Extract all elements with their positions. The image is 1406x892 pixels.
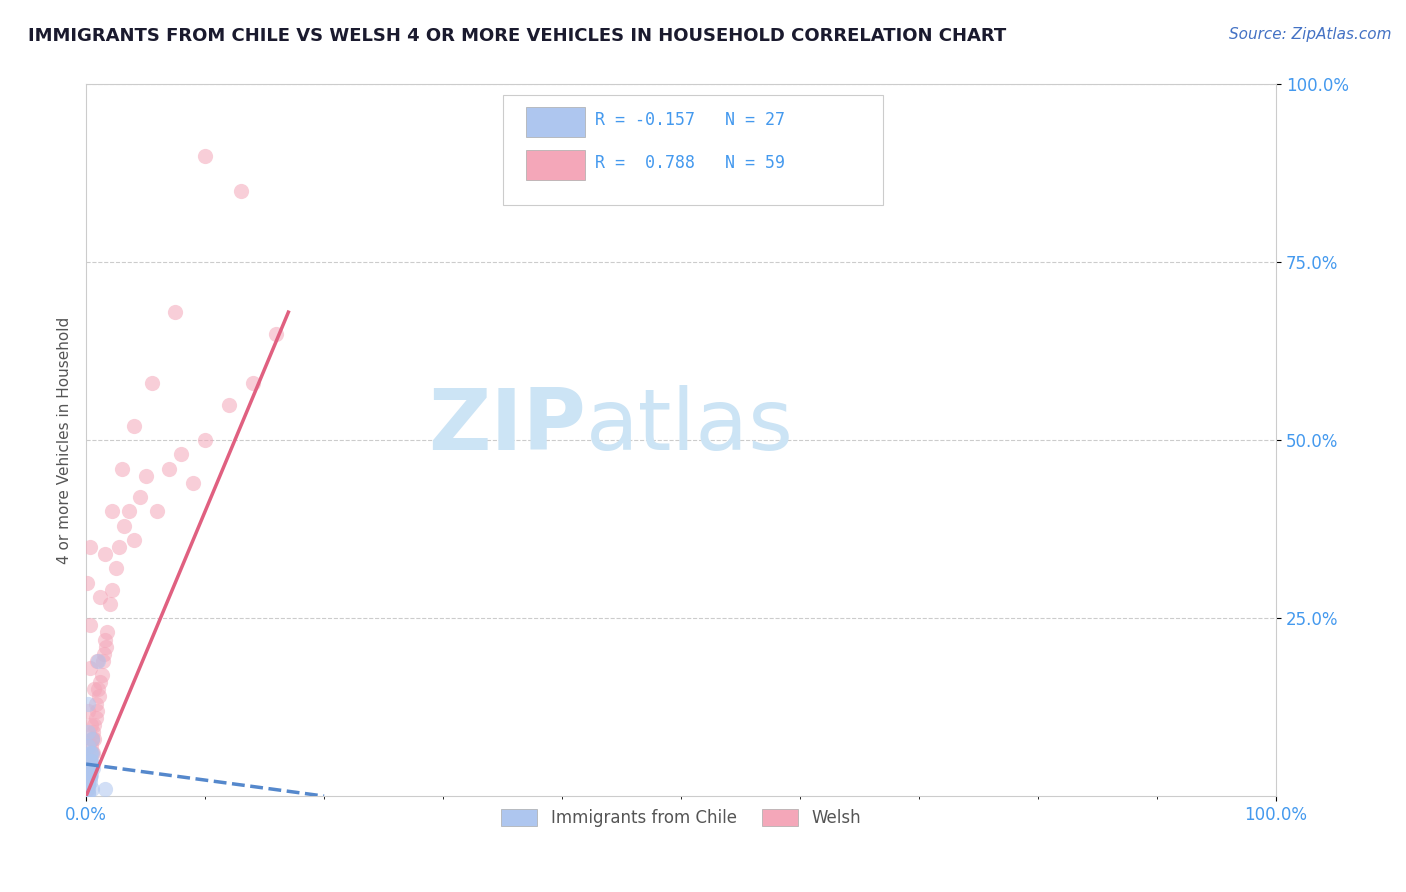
Point [118, 504, 141, 518]
Point [77, 785, 100, 799]
Point [101, 582, 124, 597]
Point [96, 625, 118, 640]
Point [112, 518, 135, 533]
Point [194, 434, 217, 448]
Point [79, 754, 101, 768]
Point [79, 768, 101, 782]
Point [79, 747, 101, 761]
Text: R = -0.157   N = 27: R = -0.157 N = 27 [595, 111, 786, 129]
Point [76, 575, 98, 590]
Legend: Immigrants from Chile, Welsh: Immigrants from Chile, Welsh [494, 803, 868, 834]
Point [82, 761, 104, 775]
Point [80, 761, 103, 775]
Point [80, 761, 103, 775]
Point [80, 739, 103, 754]
Point [91, 654, 114, 668]
Point [135, 468, 157, 483]
Point [77, 697, 100, 711]
Point [79, 754, 101, 768]
Point [128, 490, 150, 504]
Point [122, 533, 145, 547]
Y-axis label: 4 or more Vehicles in Household: 4 or more Vehicles in Household [58, 317, 72, 564]
Point [80, 754, 103, 768]
Point [229, 184, 252, 198]
Point [76, 781, 98, 796]
Point [90, 668, 112, 682]
Point [77, 775, 100, 789]
Point [84, 711, 107, 725]
Point [87, 654, 110, 668]
FancyBboxPatch shape [526, 150, 585, 180]
Point [80, 781, 103, 796]
Point [87, 682, 110, 697]
Point [86, 654, 108, 668]
Point [82, 725, 104, 739]
Point [80, 747, 103, 761]
Point [101, 504, 124, 518]
Point [83, 682, 105, 697]
Point [111, 461, 134, 475]
FancyBboxPatch shape [526, 107, 585, 137]
Point [79, 772, 101, 786]
Point [77, 781, 100, 796]
Point [242, 376, 264, 391]
Point [94, 781, 117, 796]
Point [80, 732, 103, 747]
Point [77, 779, 100, 793]
Point [79, 768, 101, 782]
Point [80, 761, 103, 775]
Point [89, 590, 111, 604]
Point [181, 475, 204, 490]
Point [89, 675, 111, 690]
Text: atlas: atlas [586, 384, 794, 467]
Point [80, 732, 103, 747]
Point [80, 768, 103, 782]
Point [83, 718, 105, 732]
Text: IMMIGRANTS FROM CHILE VS WELSH 4 OR MORE VEHICLES IN HOUSEHOLD CORRELATION CHART: IMMIGRANTS FROM CHILE VS WELSH 4 OR MORE… [28, 27, 1007, 45]
Point [89, 690, 111, 704]
Point [266, 326, 288, 341]
Point [108, 540, 131, 554]
Text: ZIP: ZIP [429, 384, 586, 467]
Point [194, 148, 217, 162]
Point [84, 697, 107, 711]
Point [80, 747, 103, 761]
FancyBboxPatch shape [502, 95, 883, 205]
Point [80, 732, 103, 747]
Text: R =  0.788   N = 59: R = 0.788 N = 59 [595, 153, 786, 172]
Point [77, 785, 100, 799]
Point [141, 376, 163, 391]
Point [77, 775, 100, 789]
Point [80, 754, 103, 768]
Point [77, 704, 100, 718]
Point [165, 305, 187, 319]
Point [83, 732, 105, 747]
Point [86, 704, 108, 718]
Point [79, 768, 101, 782]
Point [80, 747, 103, 761]
Point [122, 419, 145, 434]
Point [79, 618, 101, 632]
Point [93, 647, 115, 661]
Point [94, 632, 117, 647]
Point [94, 547, 117, 561]
Point [77, 779, 100, 793]
Point [157, 461, 180, 475]
Point [77, 725, 100, 739]
Point [170, 448, 193, 462]
Point [218, 398, 240, 412]
Point [82, 747, 104, 761]
Point [79, 661, 101, 675]
Point [96, 640, 118, 654]
Point [79, 540, 101, 554]
Text: Source: ZipAtlas.com: Source: ZipAtlas.com [1229, 27, 1392, 42]
Point [146, 504, 169, 518]
Point [104, 561, 127, 575]
Point [80, 718, 103, 732]
Point [77, 739, 100, 754]
Point [79, 775, 101, 789]
Point [98, 597, 121, 611]
